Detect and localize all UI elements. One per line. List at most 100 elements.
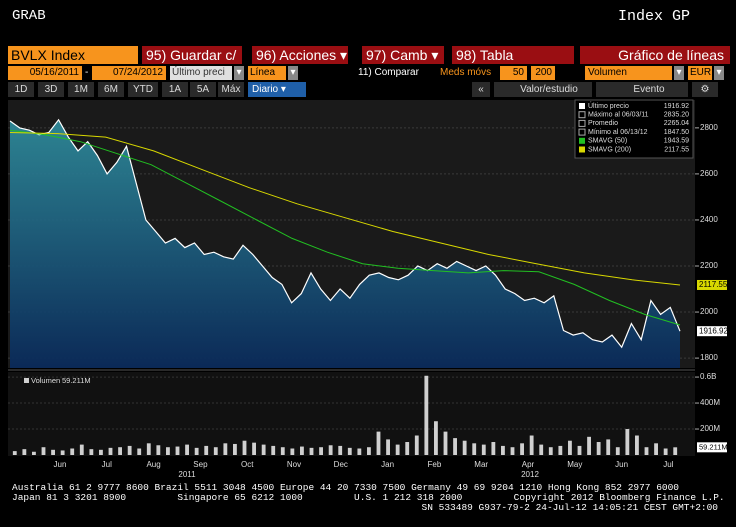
x-tick-label: Jul <box>663 460 673 469</box>
x-tick-label: Jan <box>381 460 394 469</box>
settings[interactable]: ⚙ <box>692 82 718 97</box>
bar <box>309 447 314 455</box>
dropdown[interactable]: ▾ <box>714 66 724 80</box>
bar <box>424 375 429 455</box>
currency[interactable]: EUR <box>688 66 712 80</box>
bar <box>376 431 381 455</box>
bar <box>663 448 668 455</box>
bar <box>491 442 496 455</box>
legend-label: Promedio <box>588 120 618 127</box>
screen-code: Index GP <box>617 8 690 25</box>
bar <box>481 444 486 455</box>
function-name: GRAB <box>12 8 46 24</box>
range-button[interactable]: 1M <box>68 82 94 97</box>
chart-type[interactable]: Gráfico de líneas <box>580 46 730 64</box>
bar <box>166 447 170 455</box>
bar <box>280 447 285 455</box>
legend-value: 2835.20 <box>664 112 689 119</box>
series-line <box>9 132 681 286</box>
bar <box>127 445 132 455</box>
bar <box>108 447 113 455</box>
y-tick-label: 2800 <box>700 123 718 132</box>
x-tick-label: Jul <box>102 460 112 469</box>
bar <box>558 445 563 455</box>
study-button[interactable]: Valor/estudio <box>494 82 592 97</box>
x-tick-label: Jun <box>54 460 67 469</box>
bar <box>395 444 400 455</box>
dropdown[interactable]: ▾ <box>288 66 298 80</box>
legend-box <box>574 99 694 159</box>
range-button[interactable]: 5A <box>190 82 216 97</box>
menu-button[interactable]: 98) Tabla <box>452 46 574 64</box>
bar <box>252 442 256 455</box>
bar <box>22 449 27 455</box>
bar <box>118 447 122 455</box>
bar <box>233 443 237 455</box>
compare[interactable]: 11) Comparar <box>358 67 419 78</box>
bar <box>194 447 199 455</box>
bar <box>146 443 151 455</box>
collapse[interactable]: « <box>472 82 490 97</box>
range-button[interactable]: 6M <box>98 82 124 97</box>
bar <box>539 444 544 455</box>
bar <box>156 445 161 455</box>
legend-label: Volumen <box>31 376 60 385</box>
footer-line: Australia 61 2 9777 8600 Brazil 5511 304… <box>12 482 680 493</box>
bar <box>462 440 467 455</box>
bar <box>261 444 266 455</box>
year-label: 2011 <box>178 470 196 479</box>
range-button[interactable]: 3D <box>38 82 64 97</box>
x-tick-label: Nov <box>287 460 301 469</box>
ma-fast[interactable]: 50 <box>500 66 527 80</box>
footer-line: SN 533489 G937-79-2 24-Jul-12 14:05:21 C… <box>421 502 718 513</box>
range-button[interactable]: Máx <box>218 82 244 97</box>
lower-select[interactable]: Volumen <box>585 66 672 80</box>
legend-swatch <box>579 103 585 109</box>
ma-slow[interactable]: 200 <box>531 66 555 80</box>
bar <box>587 436 591 455</box>
bar <box>529 435 534 455</box>
y-tick-label: 0.6B <box>700 372 716 381</box>
bar <box>596 442 601 455</box>
security[interactable]: BVLX Index <box>8 46 138 64</box>
bar <box>367 447 371 455</box>
legend-swatch <box>578 119 586 127</box>
menu-button[interactable]: 96) Acciones ▾ <box>252 46 348 64</box>
x-tick-label: May <box>567 460 582 469</box>
end-date[interactable]: 07/24/2012 <box>92 66 166 80</box>
start-date[interactable]: 05/16/2011 <box>8 66 82 80</box>
legend-swatch <box>578 128 586 136</box>
style-select[interactable]: Línea <box>248 66 286 80</box>
bar <box>568 440 572 455</box>
bar <box>357 448 362 455</box>
field-select[interactable]: Último preci <box>170 66 232 80</box>
legend-label: SMAVG (50) <box>588 138 627 145</box>
range-button[interactable]: 1A <box>162 82 188 97</box>
bar <box>79 444 84 455</box>
menu-button[interactable]: 97) Camb ▾ <box>362 46 444 64</box>
period-select[interactable]: Diario ▾ <box>248 82 306 97</box>
x-tick-label: Feb <box>428 460 442 469</box>
legend-swatch <box>24 378 29 383</box>
bar <box>290 448 295 455</box>
range-button[interactable]: 1D <box>8 82 34 97</box>
end-label-box <box>697 442 727 453</box>
legend-value: 1847.50 <box>664 129 689 136</box>
dropdown[interactable]: ▾ <box>234 66 244 80</box>
event-button[interactable]: Evento <box>596 82 688 97</box>
y-tick-label: 1800 <box>700 353 718 362</box>
series-line <box>9 129 681 326</box>
menu-button[interactable]: 95) Guardar c/ <box>142 46 242 64</box>
end-label-box <box>697 279 727 290</box>
bar <box>347 447 352 455</box>
separator: - <box>85 67 89 78</box>
y-tick-label: 2400 <box>700 215 718 224</box>
y-tick-label: 2600 <box>700 169 718 178</box>
bar <box>242 440 247 455</box>
bar <box>41 447 46 455</box>
dropdown[interactable]: ▾ <box>674 66 684 80</box>
bar <box>223 443 228 455</box>
bar <box>635 435 639 455</box>
range-button[interactable]: YTD <box>128 82 158 97</box>
